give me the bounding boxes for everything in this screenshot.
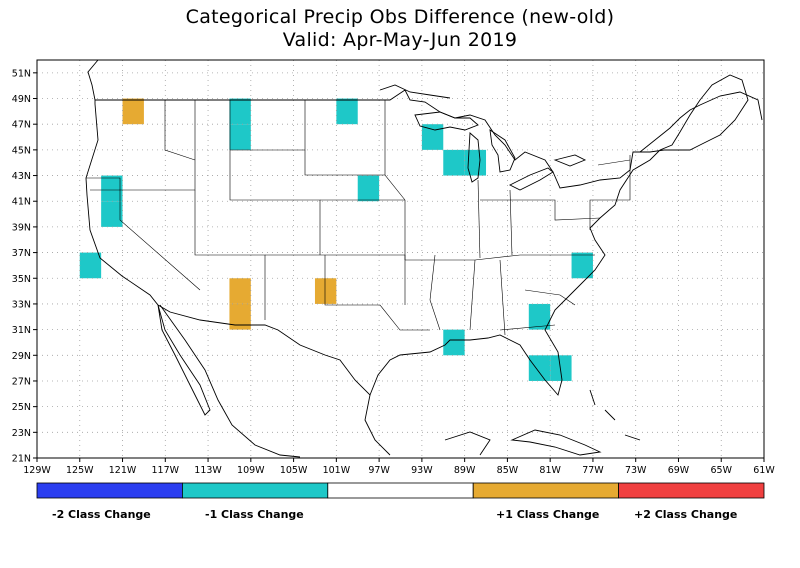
lon-tick-label: 93W xyxy=(411,465,433,476)
lat-tick-label: 23N xyxy=(12,428,31,439)
lat-tick-label: 31N xyxy=(12,325,31,336)
lat-tick-label: 45N xyxy=(12,145,31,156)
state-borders xyxy=(86,100,631,336)
lake-superior xyxy=(414,111,479,131)
cuba xyxy=(510,429,602,456)
bahamas xyxy=(589,389,641,441)
difference-cell xyxy=(229,124,251,150)
lon-tick-label: 109W xyxy=(237,465,265,476)
difference-cell xyxy=(571,252,593,279)
lon-tick-label: 77W xyxy=(582,465,604,476)
yucatan xyxy=(444,431,491,456)
lat-tick-label: 43N xyxy=(12,171,31,182)
lon-tick-label: 81W xyxy=(539,465,561,476)
lat-tick-label: 49N xyxy=(12,94,31,105)
legend-swatch-plus2 xyxy=(618,482,765,499)
mexico-coast xyxy=(159,304,301,458)
difference-cell xyxy=(528,355,551,381)
baja-california xyxy=(157,304,211,416)
lake-huron xyxy=(489,129,516,173)
difference-cell xyxy=(443,149,465,176)
legend-swatch-plus1 xyxy=(472,482,620,499)
lat-tick-label: 51N xyxy=(12,68,31,79)
difference-cells xyxy=(79,98,593,381)
axis-tick-labels: 129W 125W 121W 117W 113W 109W 105W 101W 97W 93W 89… xyxy=(12,68,776,476)
difference-cell xyxy=(101,201,123,227)
legend-swatch-minus2 xyxy=(36,482,183,499)
us-outline xyxy=(85,74,749,396)
lake-ontario xyxy=(553,154,587,167)
lon-tick-label: 69W xyxy=(668,465,690,476)
canada-coast xyxy=(639,91,763,153)
lon-tick-label: 73W xyxy=(625,465,647,476)
hudson-coast xyxy=(379,84,451,99)
lat-tick-label: 39N xyxy=(12,222,31,233)
legend-swatch-zero xyxy=(327,482,474,499)
lon-tick-label: 61W xyxy=(753,465,775,476)
lon-tick-label: 125W xyxy=(66,465,94,476)
legend-label-plus1: +1 Class Change xyxy=(496,508,600,521)
map-border xyxy=(36,59,765,459)
lon-tick-label: 121W xyxy=(109,465,137,476)
difference-cell xyxy=(229,303,251,330)
lon-tick-label: 97W xyxy=(368,465,390,476)
difference-cell xyxy=(101,175,123,202)
lat-tick-label: 29N xyxy=(12,351,31,362)
lat-tick-label: 37N xyxy=(12,248,31,259)
legend-label-minus2: -2 Class Change xyxy=(52,508,151,521)
lon-tick-label: 65W xyxy=(710,465,732,476)
map-subtitle: Valid: Apr-May-Jun 2019 xyxy=(282,29,518,51)
legend-colorbar xyxy=(36,482,765,499)
difference-cell xyxy=(122,98,144,125)
lake-erie xyxy=(508,167,554,191)
legend-swatch-minus1 xyxy=(181,482,329,499)
lat-tick-label: 25N xyxy=(12,402,31,413)
gulf-mexico-west xyxy=(364,394,391,456)
difference-cell xyxy=(314,278,337,304)
lat-tick-label: 35N xyxy=(12,274,31,285)
grid-lines xyxy=(36,60,765,459)
difference-cell xyxy=(229,278,251,304)
difference-cell xyxy=(464,149,487,176)
lon-tick-label: 85W xyxy=(497,465,519,476)
lon-tick-label: 101W xyxy=(323,465,351,476)
lat-tick-label: 47N xyxy=(12,120,31,131)
legend-label-minus1: -1 Class Change xyxy=(205,508,304,521)
difference-cell xyxy=(550,355,572,381)
difference-cell xyxy=(229,98,251,125)
difference-cell xyxy=(79,252,102,279)
lat-tick-label: 27N xyxy=(12,376,31,387)
lon-tick-label: 113W xyxy=(194,465,222,476)
lon-tick-label: 117W xyxy=(152,465,180,476)
lat-tick-label: 41N xyxy=(12,197,31,208)
lon-tick-label: 129W xyxy=(23,465,51,476)
lat-tick-label: 21N xyxy=(12,454,31,465)
difference-cell xyxy=(336,98,358,125)
legend-label-plus2: +2 Class Change xyxy=(634,508,738,521)
lon-tick-label: 89W xyxy=(454,465,476,476)
map-title: Categorical Precip Obs Difference (new-o… xyxy=(185,6,615,28)
pacific-coast-north xyxy=(87,59,99,101)
difference-cell xyxy=(443,329,465,356)
difference-cell xyxy=(357,175,380,202)
coast-and-borders xyxy=(85,59,763,458)
difference-cell xyxy=(421,124,444,150)
lon-tick-label: 105W xyxy=(280,465,308,476)
lat-tick-label: 33N xyxy=(12,299,31,310)
map-frame xyxy=(36,59,765,459)
lake-michigan xyxy=(467,132,481,183)
difference-cell xyxy=(528,303,551,330)
